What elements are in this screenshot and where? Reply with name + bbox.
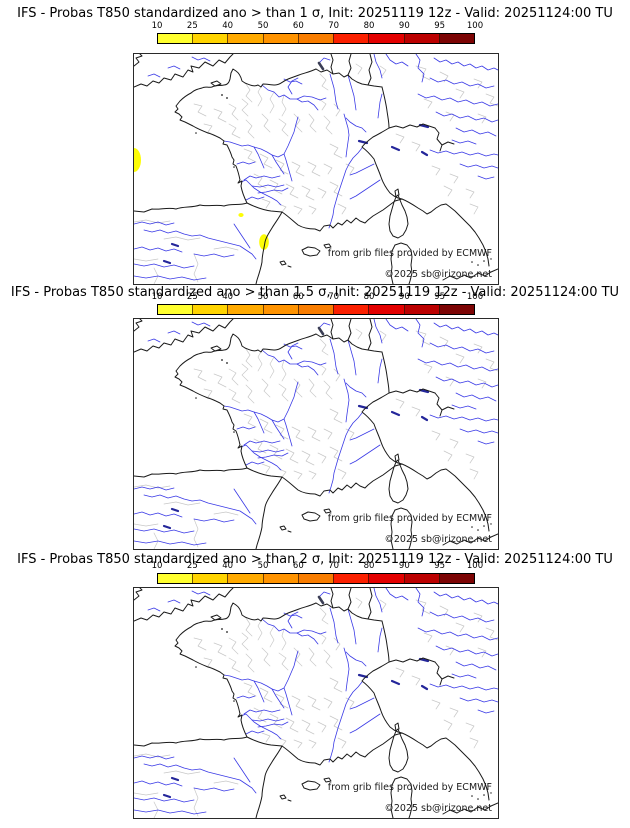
- colorbar-cell: [438, 574, 474, 583]
- colorbar-tick: 50: [257, 292, 269, 302]
- colorbar-tick: 100: [466, 292, 484, 302]
- attribution-copyright: ©2025 sb@irizone.net: [384, 803, 492, 814]
- colorbar-tick: 40: [222, 561, 234, 571]
- colorbar-cell: [158, 574, 193, 583]
- map-panel-3: from grib files provided by ECMWF ©2025 …: [133, 587, 499, 819]
- colorbar: 10 25 40 50 60 70 80 90 95 100: [152, 561, 484, 584]
- colorbar-tick: 80: [363, 21, 375, 31]
- colorbar-tick: 60: [292, 561, 304, 571]
- colorbar-cell: [403, 574, 439, 583]
- colorbar-tick: 90: [398, 21, 410, 31]
- colorbar-cell: [262, 34, 298, 43]
- attribution-copyright: ©2025 sb@irizone.net: [384, 534, 492, 545]
- attribution-source: from grib files provided by ECMWF: [327, 248, 492, 259]
- colorbar-cell: [192, 34, 228, 43]
- colorbar-tick: 80: [363, 292, 375, 302]
- colorbar-tick: 70: [328, 292, 340, 302]
- colorbar-tick: 100: [466, 561, 484, 571]
- colorbar-cell: [333, 34, 369, 43]
- attribution-source: from grib files provided by ECMWF: [327, 513, 492, 524]
- colorbar-cell: [158, 34, 193, 43]
- colorbar: 10 25 40 50 60 70 80 90 95 100: [152, 21, 484, 44]
- attribution-copyright: ©2025 sb@irizone.net: [384, 269, 492, 280]
- colorbar-tick: 10: [151, 561, 163, 571]
- map-panel-2: from grib files provided by ECMWF ©2025 …: [133, 318, 499, 550]
- colorbar-scale: [157, 304, 475, 315]
- colorbar: 10 25 40 50 60 70 80 90 95 100: [152, 292, 484, 315]
- colorbar-tick: 70: [328, 21, 340, 31]
- colorbar-tick: 100: [466, 21, 484, 31]
- colorbar-cell: [227, 34, 263, 43]
- colorbar-cell: [333, 574, 369, 583]
- colorbar-tick: 60: [292, 21, 304, 31]
- colorbar-tick-labels: 10 25 40 50 60 70 80 90 95 100: [152, 561, 484, 572]
- colorbar-tick: 95: [434, 292, 446, 302]
- colorbar-tick: 70: [328, 561, 340, 571]
- colorbar-cell: [192, 305, 228, 314]
- colorbar-cell: [297, 305, 334, 314]
- colorbar-cell: [158, 305, 193, 314]
- panel-sigma-1: IFS - Probas T850 standardized ano > tha…: [0, 0, 630, 285]
- colorbar-scale: [157, 33, 475, 44]
- colorbar-tick: 10: [151, 292, 163, 302]
- colorbar-cell: [368, 305, 404, 314]
- colorbar-cell: [438, 305, 474, 314]
- colorbar-tick: 90: [398, 292, 410, 302]
- colorbar-tick: 95: [434, 21, 446, 31]
- attribution-source: from grib files provided by ECMWF: [327, 782, 492, 793]
- colorbar-tick: 95: [434, 561, 446, 571]
- colorbar-cell: [227, 574, 263, 583]
- colorbar-tick: 25: [186, 292, 198, 302]
- colorbar-cell: [297, 34, 334, 43]
- colorbar-cell: [297, 574, 334, 583]
- panel-title: IFS - Probas T850 standardized ano > tha…: [17, 6, 613, 21]
- colorbar-tick: 25: [186, 561, 198, 571]
- colorbar-tick-labels: 10 25 40 50 60 70 80 90 95 100: [152, 292, 484, 303]
- colorbar-tick: 10: [151, 21, 163, 31]
- colorbar-cell: [262, 574, 298, 583]
- colorbar-tick: 60: [292, 292, 304, 302]
- colorbar-cell: [368, 574, 404, 583]
- colorbar-cell: [368, 34, 404, 43]
- colorbar-cell: [333, 305, 369, 314]
- colorbar-cell: [192, 574, 228, 583]
- colorbar-tick: 25: [186, 21, 198, 31]
- colorbar-tick: 40: [222, 292, 234, 302]
- colorbar-tick: 90: [398, 561, 410, 571]
- colorbar-cell: [262, 305, 298, 314]
- colorbar-cell: [403, 305, 439, 314]
- colorbar-cell: [227, 305, 263, 314]
- colorbar-cell: [403, 34, 439, 43]
- panel-sigma-2: IFS - Probas T850 standardized ano > tha…: [0, 549, 630, 828]
- panel-sigma-1-5: IFS - Probas T850 standardized ano > tha…: [0, 283, 630, 550]
- panel-title: IFS - Probas T850 standardized ano > tha…: [10, 285, 620, 300]
- map-panel-1: from grib files provided by ECMWF ©2025 …: [133, 53, 499, 285]
- panel-title: IFS - Probas T850 standardized ano > tha…: [17, 552, 613, 567]
- colorbar-tick: 50: [257, 561, 269, 571]
- colorbar-cell: [438, 34, 474, 43]
- colorbar-tick-labels: 10 25 40 50 60 70 80 90 95 100: [152, 21, 484, 32]
- colorbar-scale: [157, 573, 475, 584]
- colorbar-tick: 50: [257, 21, 269, 31]
- colorbar-tick: 40: [222, 21, 234, 31]
- colorbar-tick: 80: [363, 561, 375, 571]
